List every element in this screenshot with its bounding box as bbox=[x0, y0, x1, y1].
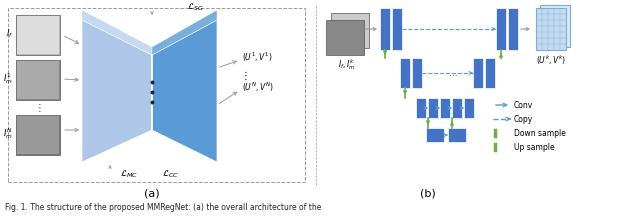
Text: ...: ... bbox=[449, 68, 458, 78]
Polygon shape bbox=[152, 10, 217, 55]
FancyBboxPatch shape bbox=[17, 116, 59, 154]
FancyBboxPatch shape bbox=[380, 8, 390, 50]
FancyBboxPatch shape bbox=[448, 128, 466, 142]
Text: $\mathcal{L}_{SG}$: $\mathcal{L}_{SG}$ bbox=[186, 1, 204, 13]
FancyBboxPatch shape bbox=[17, 16, 59, 54]
Text: (a): (a) bbox=[144, 189, 160, 199]
FancyBboxPatch shape bbox=[428, 98, 438, 118]
Text: $(U^k, V^k)$: $(U^k, V^k)$ bbox=[536, 53, 566, 67]
FancyBboxPatch shape bbox=[508, 8, 518, 50]
Text: $I_m^1$: $I_m^1$ bbox=[3, 71, 13, 86]
FancyBboxPatch shape bbox=[473, 58, 483, 88]
FancyBboxPatch shape bbox=[540, 5, 570, 47]
Text: Conv: Conv bbox=[514, 100, 533, 110]
FancyBboxPatch shape bbox=[17, 61, 59, 99]
FancyBboxPatch shape bbox=[16, 115, 60, 155]
Text: Up sample: Up sample bbox=[514, 143, 555, 151]
FancyBboxPatch shape bbox=[392, 8, 402, 50]
Text: $\vdots$: $\vdots$ bbox=[35, 100, 42, 113]
Text: Down sample: Down sample bbox=[514, 129, 566, 138]
Text: $I_m^N$: $I_m^N$ bbox=[3, 127, 13, 141]
FancyBboxPatch shape bbox=[464, 98, 474, 118]
FancyBboxPatch shape bbox=[426, 128, 444, 142]
FancyBboxPatch shape bbox=[440, 98, 450, 118]
Text: $(U^N,V^N)$: $(U^N,V^N)$ bbox=[242, 80, 274, 94]
Text: $I_f, I_m^k$: $I_f, I_m^k$ bbox=[339, 57, 356, 72]
FancyBboxPatch shape bbox=[536, 8, 566, 50]
Text: ...: ... bbox=[449, 106, 458, 116]
Text: $(U^1,V^1)$: $(U^1,V^1)$ bbox=[242, 50, 273, 64]
FancyBboxPatch shape bbox=[331, 13, 369, 48]
Text: $\mathcal{L}_{CC}$: $\mathcal{L}_{CC}$ bbox=[162, 168, 179, 180]
FancyBboxPatch shape bbox=[452, 98, 462, 118]
FancyBboxPatch shape bbox=[400, 58, 410, 88]
FancyBboxPatch shape bbox=[496, 8, 506, 50]
Text: Fig. 1. The structure of the proposed MMRegNet: (a) the overall architecture of : Fig. 1. The structure of the proposed MM… bbox=[5, 203, 321, 213]
Text: $\mathcal{L}_{MC}$: $\mathcal{L}_{MC}$ bbox=[120, 168, 138, 180]
Text: Copy: Copy bbox=[514, 114, 533, 124]
FancyBboxPatch shape bbox=[485, 58, 495, 88]
Text: $\vdots$: $\vdots$ bbox=[240, 68, 248, 81]
FancyBboxPatch shape bbox=[412, 58, 422, 88]
FancyBboxPatch shape bbox=[326, 20, 364, 55]
Polygon shape bbox=[82, 20, 152, 162]
Text: $I_f$: $I_f$ bbox=[6, 28, 13, 40]
Polygon shape bbox=[82, 10, 152, 55]
FancyBboxPatch shape bbox=[16, 15, 60, 55]
FancyBboxPatch shape bbox=[16, 60, 60, 100]
FancyBboxPatch shape bbox=[416, 98, 426, 118]
Polygon shape bbox=[152, 20, 217, 162]
Text: (b): (b) bbox=[420, 189, 436, 199]
